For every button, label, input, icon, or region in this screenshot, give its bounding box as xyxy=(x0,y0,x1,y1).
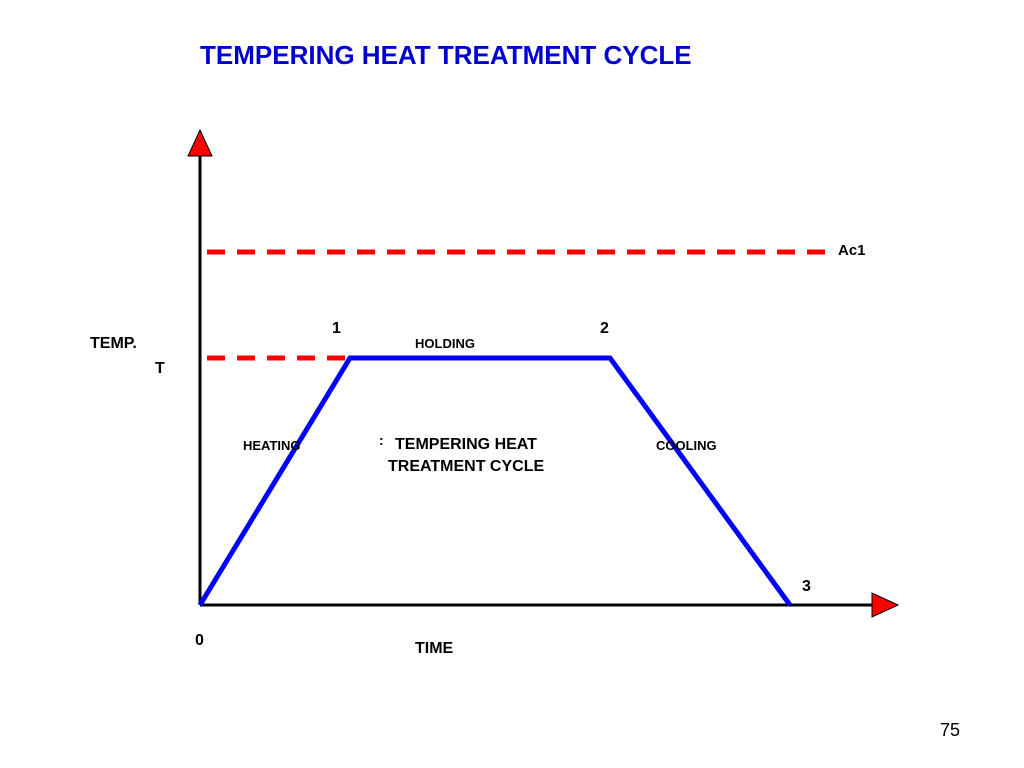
colon-mark: : xyxy=(379,432,384,448)
time-axis-label: TIME xyxy=(415,640,453,658)
temp-axis-label: TEMP. xyxy=(90,335,137,353)
diagram-svg xyxy=(0,0,1024,768)
cooling-label: COOLING xyxy=(656,438,717,453)
t-level-label: T xyxy=(155,360,165,378)
holding-label: HOLDING xyxy=(415,336,475,351)
page-number: 75 xyxy=(940,720,960,741)
diagram-stage: TEMPERING HEAT TREATMENT CYCLE TEMP. T A… xyxy=(0,0,1024,768)
point-3-label: 3 xyxy=(802,578,811,596)
origin-label: 0 xyxy=(195,632,204,650)
cycle-curve xyxy=(200,358,790,605)
y-axis-arrowhead xyxy=(188,130,212,156)
caption-line-1: TEMPERING HEAT xyxy=(395,436,537,454)
x-axis-arrowhead xyxy=(872,593,898,617)
point-2-label: 2 xyxy=(600,320,609,338)
caption-line-2: TREATMENT CYCLE xyxy=(388,458,544,476)
ac1-label: Ac1 xyxy=(838,242,866,259)
heating-label: HEATING xyxy=(243,438,301,453)
point-1-label: 1 xyxy=(332,320,341,338)
